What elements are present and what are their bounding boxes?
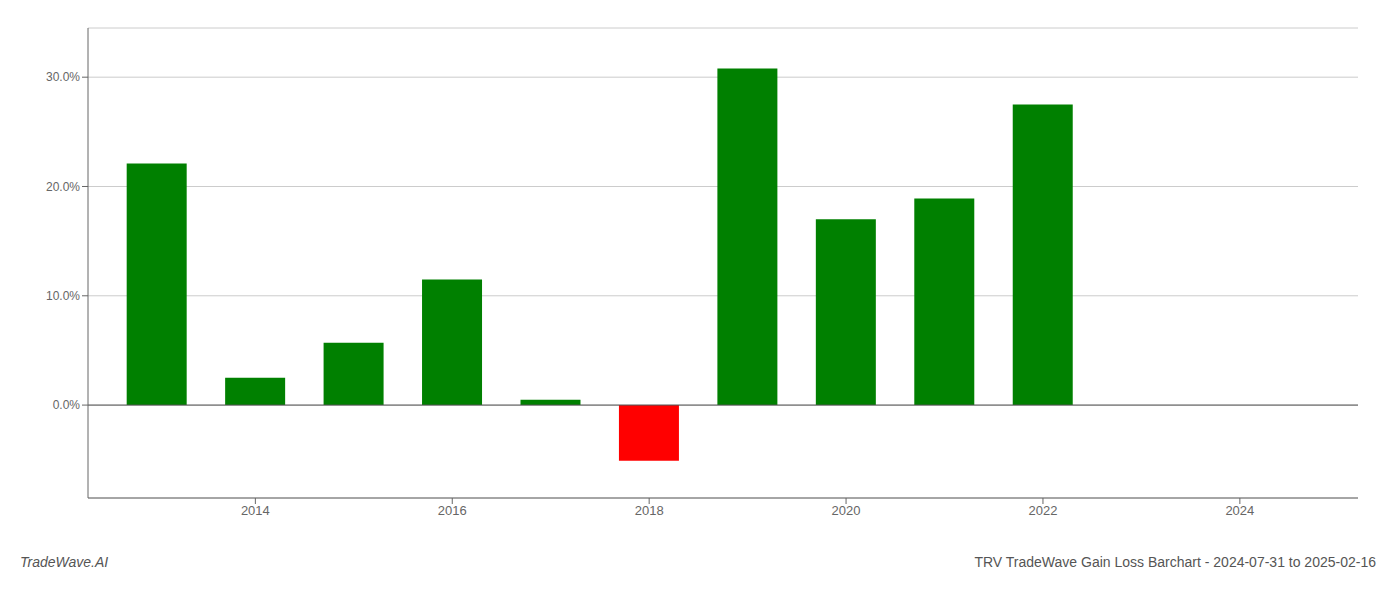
html-text:TradeWave.AI: TradeWave.AI xyxy=(20,554,109,570)
svg-text:2014: 2014 xyxy=(241,503,270,518)
svg-text:10.0%: 10.0% xyxy=(46,289,80,303)
svg-text:20.0%: 20.0% xyxy=(46,180,80,194)
svg-text:2022: 2022 xyxy=(1029,503,1058,518)
svg-text:30.0%: 30.0% xyxy=(46,70,80,84)
svg-text:2024: 2024 xyxy=(1225,503,1254,518)
svg-text:2020: 2020 xyxy=(832,503,861,518)
svg-text:2018: 2018 xyxy=(635,503,664,518)
html-text:TRV TradeWave Gain Loss Barcha: TRV TradeWave Gain Loss Barchart - 2024-… xyxy=(974,554,1376,570)
svg-text:2016: 2016 xyxy=(438,503,467,518)
svg-text:0.0%: 0.0% xyxy=(53,398,81,412)
